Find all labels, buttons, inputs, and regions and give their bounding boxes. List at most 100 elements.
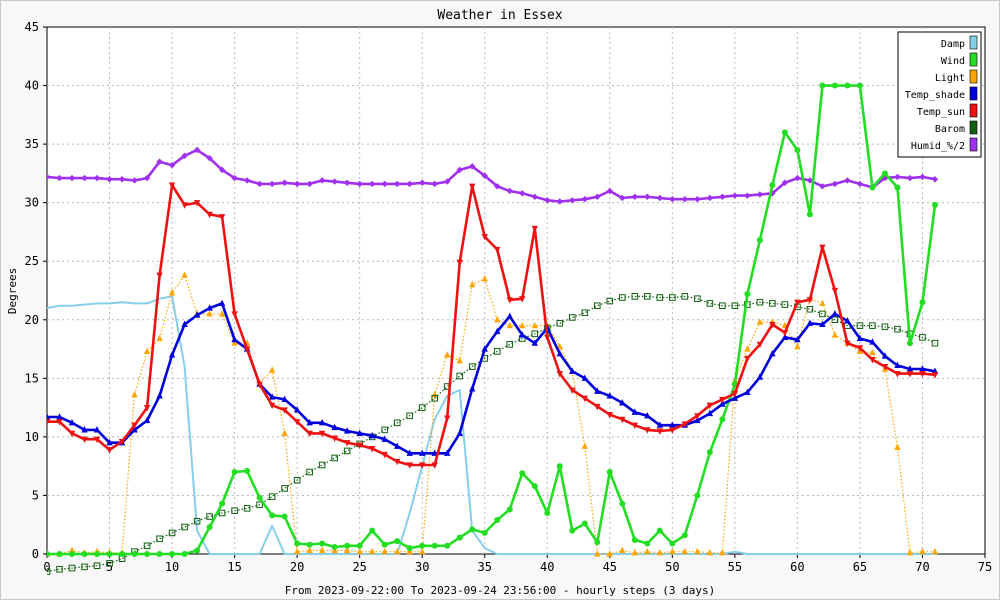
barom-point xyxy=(406,412,413,420)
temp-sun-point xyxy=(544,334,551,342)
series-humid-2 xyxy=(47,146,939,205)
barom-point xyxy=(806,305,814,313)
light-point xyxy=(218,310,226,317)
humid-2-point xyxy=(819,183,826,190)
humid-2-point xyxy=(56,174,63,182)
temp-sun-point xyxy=(456,259,463,267)
temp-sun-point xyxy=(781,330,789,337)
humid-2-point xyxy=(769,190,776,197)
wind-point xyxy=(544,510,551,517)
barom-point xyxy=(593,302,601,310)
barom-point xyxy=(656,294,664,301)
barom-point xyxy=(856,322,864,329)
wind-point xyxy=(81,551,88,557)
wind-point xyxy=(131,551,138,557)
light-point xyxy=(594,550,601,557)
light-point xyxy=(819,299,826,306)
light-point xyxy=(293,547,301,555)
wind-point xyxy=(169,551,176,557)
temp-shade-point xyxy=(281,395,288,403)
barom-point xyxy=(156,535,163,543)
humid-2-point xyxy=(469,163,476,170)
legend-item: Temp_sun xyxy=(917,103,978,118)
temp-shade-point xyxy=(769,349,776,357)
light-point xyxy=(619,546,626,554)
barom-point xyxy=(456,372,464,380)
light-point xyxy=(469,280,476,288)
y-axis-label: Degrees xyxy=(6,268,19,314)
wind-point xyxy=(56,551,63,557)
temp-sun-point xyxy=(631,422,639,429)
temp-shade-point xyxy=(556,349,563,357)
light-point xyxy=(644,547,651,555)
wind-point xyxy=(419,542,426,549)
temp-sun-point xyxy=(68,430,76,438)
x-axis-label: From 2023-09-22:00 To 2023-09-24 23:56:0… xyxy=(285,584,715,597)
temp-shade-point xyxy=(919,365,926,372)
legend-label: Barom xyxy=(935,124,965,135)
temp-shade-point xyxy=(393,442,401,449)
humid-2-point xyxy=(156,158,163,165)
barom-point xyxy=(506,341,514,348)
wind-point xyxy=(769,182,776,189)
temp-sun-point xyxy=(706,402,714,410)
temp-sun-point xyxy=(644,427,651,434)
humid-2-point xyxy=(93,174,101,182)
temp-shade-point xyxy=(81,426,88,433)
temp-shade-point xyxy=(68,419,76,426)
wind-point xyxy=(744,291,751,298)
wind-point xyxy=(256,494,263,501)
temp-sun-point xyxy=(47,419,51,426)
light-point xyxy=(268,366,276,373)
barom-point xyxy=(631,293,639,300)
barom-point xyxy=(243,505,251,512)
x-tick-label: 45 xyxy=(603,560,617,574)
light-point xyxy=(381,547,388,555)
temp-sun-point xyxy=(356,442,363,449)
wind-point xyxy=(869,184,876,191)
wind-point xyxy=(331,543,338,550)
wind-point xyxy=(244,467,251,474)
humid-2-point xyxy=(131,177,138,184)
humid-2-point xyxy=(806,177,814,184)
temp-shade-point xyxy=(569,367,576,374)
temp-sun-point xyxy=(131,422,138,429)
light-point xyxy=(831,331,839,338)
humid-2-point xyxy=(519,190,526,197)
temp-sun-point xyxy=(931,372,939,379)
humid-2-point xyxy=(281,179,288,186)
wind-point xyxy=(794,146,801,153)
temp-sun-point xyxy=(81,436,88,444)
temp-sun-point xyxy=(906,371,914,378)
light-point xyxy=(519,321,526,329)
temp-shade-point xyxy=(456,429,463,436)
temp-sun-point xyxy=(481,234,488,241)
light-point xyxy=(894,443,901,451)
humid-2-point xyxy=(844,177,851,184)
temp-shade-point xyxy=(856,334,864,342)
humid-2-point xyxy=(106,176,113,183)
barom-point xyxy=(694,295,701,302)
temp-sun-point xyxy=(556,371,563,378)
humid-2-point xyxy=(794,174,801,182)
series-damp xyxy=(47,295,935,555)
wind-point xyxy=(406,545,413,552)
temp-shade-point xyxy=(844,317,851,324)
wind-point xyxy=(881,170,888,177)
light-point xyxy=(494,315,501,323)
temp-sun-point xyxy=(318,430,326,438)
temp-sun-point xyxy=(393,458,401,466)
barom-point xyxy=(819,310,826,318)
wind-point xyxy=(194,547,201,554)
temp-shade-point xyxy=(181,320,188,328)
temp-sun-point xyxy=(719,396,726,404)
series-temp-sun xyxy=(47,182,939,469)
temp-sun-point xyxy=(656,428,664,435)
y-tick-label: 45 xyxy=(25,20,39,34)
humid-2-point xyxy=(706,194,714,202)
light-point xyxy=(506,321,513,329)
temp-sun-point xyxy=(56,419,63,426)
barom-point xyxy=(681,293,689,300)
temp-sun-point xyxy=(769,321,776,329)
